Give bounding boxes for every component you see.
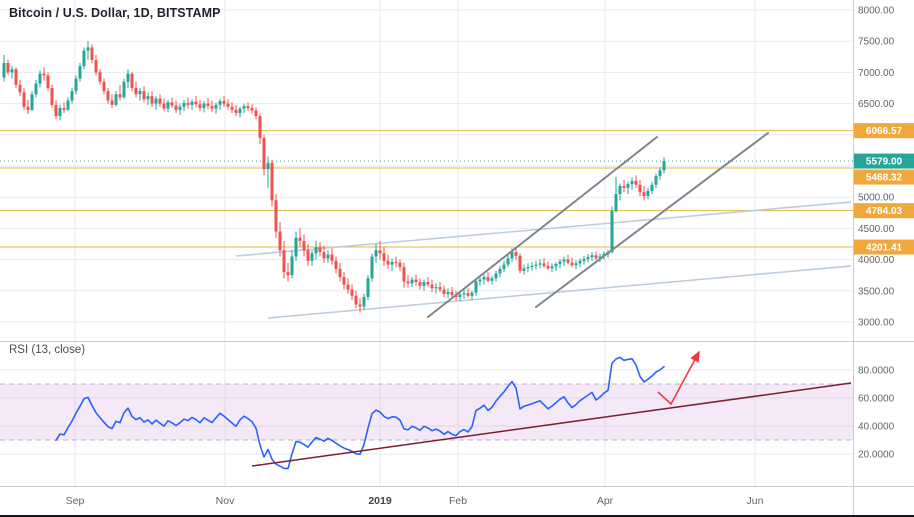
svg-text:6500.00: 6500.00 (858, 99, 895, 110)
svg-text:Feb: Feb (449, 495, 467, 507)
gray-trendlines[interactable] (427, 132, 769, 318)
time-axis[interactable]: Sep Nov 2019 Feb Apr Jun (66, 495, 764, 507)
price-axis[interactable]: 8000.00 7500.00 7000.00 6500.00 5000.00 4500.… (858, 6, 895, 329)
pale-trendlines[interactable] (235, 201, 852, 319)
svg-text:Jun: Jun (747, 495, 764, 507)
svg-text:4201.41: 4201.41 (866, 243, 903, 254)
symbol-legend[interactable]: Bitcoin / U.S. Dollar, 1D, BITSTAMP (9, 6, 221, 20)
svg-text:5579.00: 5579.00 (866, 157, 903, 168)
svg-text:7000.00: 7000.00 (858, 68, 895, 79)
svg-text:4784.03: 4784.03 (866, 206, 903, 217)
svg-text:Nov: Nov (216, 495, 235, 507)
svg-text:7500.00: 7500.00 (858, 37, 895, 48)
price-badges: 6066.57 5579.00 5468.32 4784.03 4201.41 (854, 123, 914, 255)
svg-text:Sep: Sep (66, 495, 85, 507)
svg-text:80.0000: 80.0000 (858, 366, 895, 377)
svg-text:4000.00: 4000.00 (858, 255, 895, 266)
rsi-line (55, 356, 665, 470)
svg-text:8000.00: 8000.00 (858, 6, 895, 17)
rsi-trendline[interactable] (251, 382, 852, 467)
svg-text:5000.00: 5000.00 (858, 193, 895, 204)
svg-text:40.0000: 40.0000 (858, 422, 895, 433)
svg-text:60.0000: 60.0000 (858, 394, 895, 405)
svg-text:4500.00: 4500.00 (858, 224, 895, 235)
svg-text:2019: 2019 (368, 495, 392, 507)
svg-text:3500.00: 3500.00 (858, 286, 895, 297)
svg-text:5468.32: 5468.32 (866, 173, 903, 184)
svg-text:6066.57: 6066.57 (866, 126, 903, 137)
rsi-legend[interactable]: RSI (13, close) (9, 344, 86, 356)
svg-text:3000.00: 3000.00 (858, 318, 895, 329)
rsi-scale[interactable]: 80.0000 60.0000 40.0000 20.0000 (858, 366, 895, 461)
svg-text:20.0000: 20.0000 (858, 450, 895, 461)
candlestick-series (2, 41, 666, 313)
price-level-lines[interactable] (0, 130, 853, 248)
rsi-band (0, 383, 853, 441)
rsi-arrow-annotation[interactable] (657, 350, 700, 406)
svg-text:Apr: Apr (597, 495, 614, 507)
